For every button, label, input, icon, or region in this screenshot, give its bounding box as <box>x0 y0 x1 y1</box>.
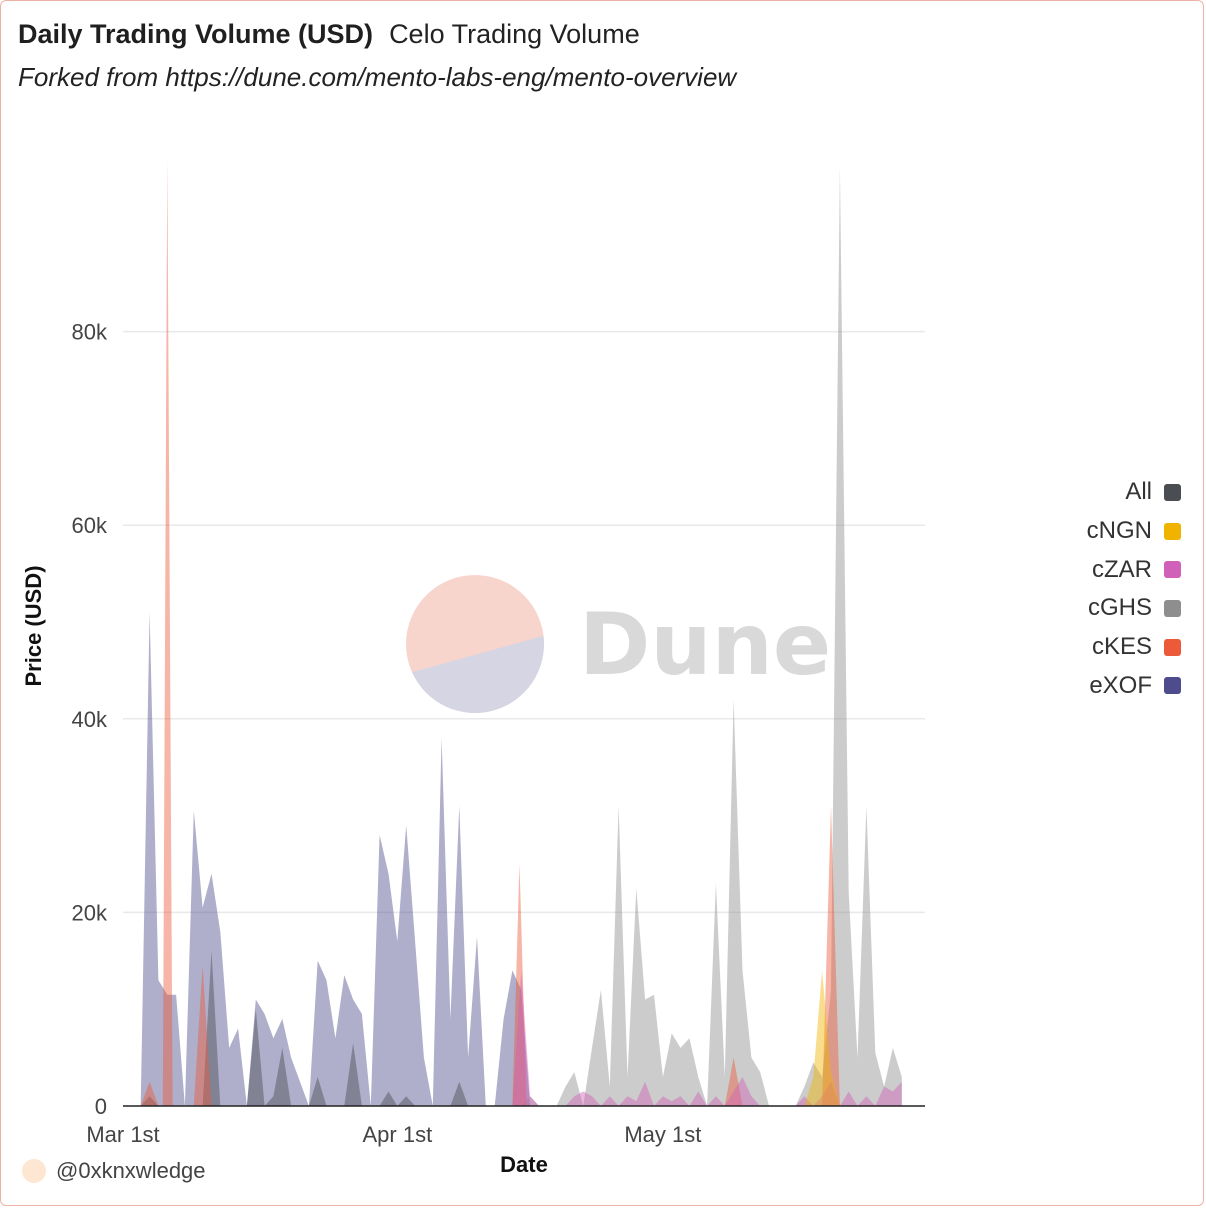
legend-item-All[interactable]: All <box>1087 473 1181 512</box>
legend-swatch <box>1164 522 1181 540</box>
legend-swatch <box>1164 677 1181 695</box>
y-tick-label: 80k <box>72 320 108 345</box>
x-tick-label: Apr 1st <box>362 1122 432 1147</box>
chart-header: Daily Trading Volume (USD) Celo Trading V… <box>18 19 736 93</box>
query-name[interactable]: Celo Trading Volume <box>389 19 640 49</box>
legend-item-cNGN[interactable]: cNGN <box>1087 512 1181 551</box>
watermark-logo-bottom <box>412 635 544 713</box>
legend: All cNGN cZAR cGHS cKES eXOF <box>1087 473 1181 705</box>
series-areas <box>140 157 902 1107</box>
author-handle[interactable]: @0xknxwledge <box>56 1158 206 1183</box>
series-area-cNGN[interactable] <box>804 970 840 1107</box>
legend-swatch <box>1164 638 1181 656</box>
legend-swatch <box>1164 561 1181 579</box>
y-tick-label: 20k <box>72 900 108 925</box>
legend-item-cGHS[interactable]: cGHS <box>1087 589 1181 628</box>
legend-item-eXOF[interactable]: eXOF <box>1087 666 1181 705</box>
chart-subtitle[interactable]: Forked from https://dune.com/mento-labs-… <box>18 62 737 92</box>
footer: @0xknxwledge <box>22 1158 206 1184</box>
y-tick-label: 40k <box>72 707 108 732</box>
y-axis-title: Price (USD) <box>21 565 46 686</box>
axes: 0 20k 40k 60k 80k Mar 1st Apr 1st May 1st Date Pr… <box>21 320 925 1177</box>
x-tick-label: May 1st <box>624 1122 701 1147</box>
legend-label: cKES <box>1091 633 1152 661</box>
dune-watermark: Dune <box>406 575 831 713</box>
x-axis-title: Date <box>500 1152 548 1177</box>
legend-label: cNGN <box>1086 517 1152 545</box>
legend-item-cZAR[interactable]: cZAR <box>1087 550 1181 589</box>
series-area-cGHS[interactable] <box>521 167 902 1106</box>
legend-item-cKES[interactable]: cKES <box>1087 628 1181 667</box>
watermark-text: Dune <box>579 595 831 695</box>
legend-label: eXOF <box>1089 671 1152 699</box>
legend-label: All <box>1125 478 1152 506</box>
legend-label: cGHS <box>1087 594 1152 622</box>
author-avatar <box>22 1159 46 1183</box>
y-tick-label: 0 <box>95 1094 107 1119</box>
legend-swatch <box>1164 599 1181 617</box>
chart-title: Daily Trading Volume (USD) <box>18 19 374 49</box>
title-line: Daily Trading Volume (USD) Celo Trading V… <box>18 19 736 50</box>
x-tick-label: Mar 1st <box>86 1122 159 1147</box>
y-tick-label: 60k <box>72 513 108 538</box>
legend-swatch <box>1164 483 1181 501</box>
legend-label: cZAR <box>1092 555 1152 583</box>
series-area-eXOF[interactable] <box>140 612 531 1106</box>
grid-lines <box>123 330 925 914</box>
